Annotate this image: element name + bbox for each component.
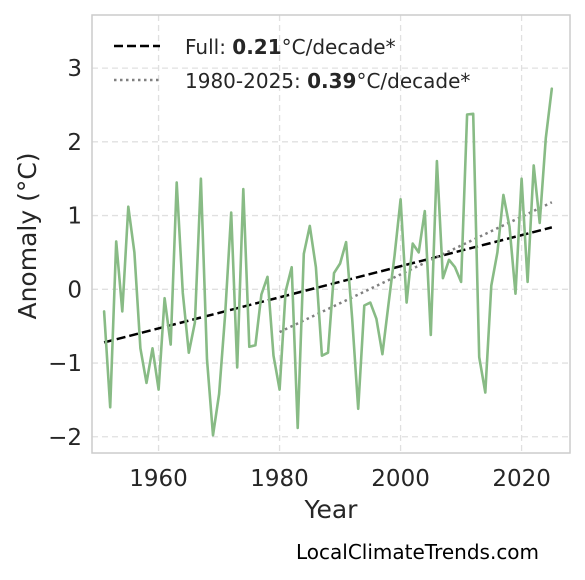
plot-frame	[91, 14, 571, 454]
legend: Full: 0.21°C/decade* 1980-2025: 0.39°C/d…	[114, 35, 470, 93]
y-tick-label--1: −1	[48, 351, 82, 377]
recent-trend-line	[279, 201, 553, 334]
legend-recent-value: 0.39	[307, 69, 356, 93]
y-tick-label-1: 1	[67, 204, 82, 230]
y-axis-label: Anomaly (°C)	[13, 152, 42, 319]
y-tick-label-0: 0	[67, 277, 82, 303]
legend-full-prefix: Full:	[185, 35, 232, 59]
x-tick-label-2000: 2000	[371, 466, 430, 492]
legend-recent-label: 1980-2025: 0.39°C/decade*	[185, 69, 470, 93]
x-tick-label-2020: 2020	[492, 466, 551, 492]
legend-full-suffix: °C/decade*	[282, 35, 396, 59]
legend-full-value: 0.21	[232, 35, 281, 59]
site-credit: LocalClimateTrends.com	[296, 540, 540, 564]
legend-full-label: Full: 0.21°C/decade*	[185, 35, 396, 59]
series-lines	[102, 87, 554, 437]
y-tick-label-3: 3	[67, 56, 82, 82]
y-tick-label--2: −2	[48, 425, 82, 451]
anomaly-series-line-0	[102, 87, 554, 437]
legend-recent-suffix: °C/decade*	[356, 69, 470, 93]
y-tick-label-2: 2	[67, 130, 82, 156]
x-tick-label-1980: 1980	[250, 466, 309, 492]
legend-recent-prefix: 1980-2025:	[185, 69, 307, 93]
x-tick-label-1960: 1960	[129, 466, 188, 492]
x-axis-label: Year	[304, 495, 359, 524]
tick-labels: 1960 1980 2000 2020 −2 −1 0 1 2 3	[48, 56, 551, 492]
